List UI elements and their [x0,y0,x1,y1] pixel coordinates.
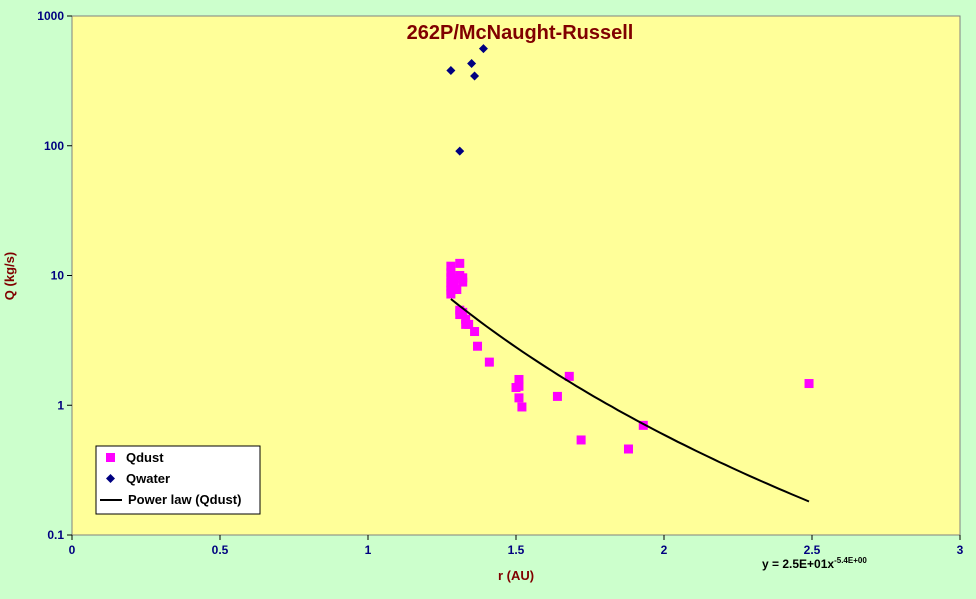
x-tick-label: 2.5 [804,543,821,557]
qdust-point [458,307,468,317]
legend-label-qwater: Qwater [126,471,170,486]
legend-marker-qwater [106,474,115,483]
y-tick-label: 100 [44,139,64,153]
trendline-equation: y = 2.5E+01x-5.4E+00 [762,556,867,571]
qwater-point [478,44,488,54]
qdust-point [446,289,456,299]
y-tick-label: 1000 [37,9,64,23]
qdust-point [446,268,456,278]
y-tick-label: 1 [57,398,64,412]
qdust-point [446,261,456,271]
qwater-point [455,146,465,156]
y-axis: 0.1 1 10 100 1000 [37,9,72,542]
qdust-point [458,277,468,287]
x-axis-label: r (AU) [498,568,534,583]
legend-label-qdust: Qdust [126,450,164,465]
x-tick-label: 1 [365,543,372,557]
x-tick-label: 1.5 [508,543,525,557]
qdust-point [552,391,562,401]
x-axis: 0 0.5 1 1.5 2 2.5 3 [69,535,964,557]
qdust-point [473,341,483,351]
x-tick-label: 2 [661,543,668,557]
x-tick-label: 0.5 [212,543,229,557]
chart-marks [446,44,814,503]
qwater-point [467,59,477,69]
chart-title: 262P/McNaught-Russell [407,22,634,44]
qdust-point [517,402,527,412]
qdust-point [484,357,494,367]
legend-box [95,445,261,515]
qdust-point [623,444,633,454]
qdust-point [461,314,471,324]
y-axis-label: Q (kg/s) [2,252,17,300]
x-tick-label: 0 [69,543,76,557]
qdust-point [455,258,465,268]
qdust-point [452,285,462,295]
qdust-point [804,379,814,389]
qdust-point [449,274,459,284]
qwater-point [470,71,480,81]
qwater-point [446,66,456,76]
y-tick-label: 0.1 [47,528,64,542]
x-tick-label: 3 [957,543,964,557]
legend: Qdust Qwater Power law (Qdust) [95,445,261,515]
equation-base: y = 2.5E+01x [762,557,834,571]
qdust-point [470,327,480,337]
qdust-point [564,371,574,381]
equation-exponent: -5.4E+00 [834,556,867,565]
qdust-point [576,435,586,445]
y-tick-label: 10 [51,269,65,283]
qdust-point [514,393,524,403]
legend-marker-qdust [106,453,115,462]
qdust-point [638,420,648,430]
legend-label-powerlaw: Power law (Qdust) [128,492,241,507]
power-law-line [450,298,810,503]
qdust-point [514,374,524,384]
qdust-point [464,319,474,329]
qdust-point [514,381,524,391]
